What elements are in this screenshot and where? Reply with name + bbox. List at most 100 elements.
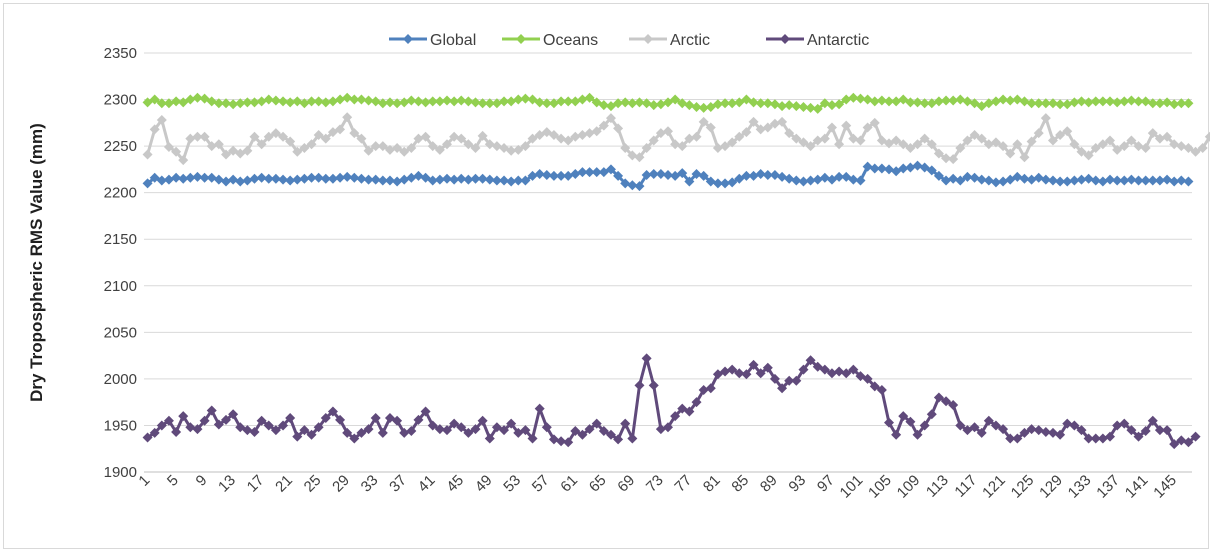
data-point: [220, 149, 231, 160]
data-point: [762, 362, 773, 373]
x-tick-label: 77: [671, 472, 695, 496]
data-point: [192, 131, 203, 142]
data-point: [613, 434, 624, 445]
data-point: [178, 155, 189, 166]
data-point: [826, 100, 837, 111]
data-point: [285, 97, 296, 108]
data-point: [185, 94, 196, 105]
x-tick-label: 117: [951, 472, 980, 501]
data-point: [199, 415, 210, 426]
data-point: [748, 170, 759, 181]
data-point: [470, 97, 481, 108]
x-tick-label: 33: [358, 472, 382, 496]
data-point: [620, 142, 631, 153]
data-point: [434, 174, 445, 185]
data-point: [406, 95, 417, 106]
data-point: [285, 175, 296, 186]
data-point: [456, 173, 467, 184]
data-point: [998, 141, 1009, 152]
data-point: [171, 172, 182, 183]
data-point: [698, 170, 709, 181]
data-point: [1040, 98, 1051, 109]
data-point: [541, 422, 552, 433]
data-point: [1169, 139, 1180, 150]
data-point: [769, 99, 780, 110]
y-tick-label: 2250: [104, 138, 137, 155]
data-point: [249, 173, 260, 184]
legend-label: Global: [430, 32, 476, 49]
data-point: [805, 355, 816, 366]
x-tick-label: 65: [586, 472, 610, 496]
data-point: [1105, 96, 1116, 107]
data-point: [563, 170, 574, 181]
data-point: [955, 420, 966, 431]
data-point: [884, 96, 895, 107]
data-point: [491, 98, 502, 109]
data-point: [905, 142, 916, 153]
data-point: [841, 368, 852, 379]
data-point: [826, 368, 837, 379]
data-point: [869, 117, 880, 128]
data-point: [1140, 142, 1151, 153]
data-point: [484, 139, 495, 150]
data-point: [605, 113, 616, 124]
data-point: [370, 96, 381, 107]
data-point: [192, 171, 203, 182]
data-point: [399, 174, 410, 185]
data-point: [456, 95, 467, 106]
x-tick-label: 133: [1065, 472, 1095, 502]
data-point: [834, 139, 845, 150]
data-point: [591, 167, 602, 178]
data-point: [342, 112, 353, 123]
data-point: [285, 136, 296, 147]
data-point: [570, 131, 581, 142]
data-point: [534, 403, 545, 414]
data-point: [156, 98, 167, 109]
data-point: [613, 98, 624, 109]
legend-label: Antarctic: [807, 32, 869, 49]
data-point: [1033, 98, 1044, 109]
data-point: [313, 422, 324, 433]
x-tick-label: 89: [757, 472, 781, 496]
legend-marker: [643, 34, 653, 44]
x-tick-label: 21: [272, 472, 296, 496]
data-point: [456, 133, 467, 144]
data-point: [1097, 96, 1108, 107]
data-point: [898, 411, 909, 422]
data-point: [663, 169, 673, 180]
data-point: [1126, 174, 1137, 185]
data-point: [1126, 425, 1137, 436]
data-point: [976, 427, 987, 438]
data-point: [199, 172, 210, 183]
data-point: [1026, 136, 1037, 147]
data-point: [449, 96, 460, 107]
y-tick-label: 2300: [104, 92, 137, 109]
data-point: [292, 431, 303, 442]
data-point: [363, 174, 374, 185]
data-point: [1105, 431, 1116, 442]
data-point: [520, 175, 531, 186]
data-point: [648, 169, 659, 180]
data-point: [235, 176, 246, 187]
data-point: [712, 178, 723, 189]
data-point: [149, 124, 160, 135]
data-point: [406, 172, 417, 183]
data-point: [1154, 133, 1165, 144]
data-point: [841, 120, 852, 131]
data-point: [548, 434, 559, 445]
data-point: [948, 399, 959, 410]
data-point: [484, 98, 495, 109]
data-point: [812, 103, 823, 114]
data-point: [648, 380, 659, 391]
data-point: [527, 170, 538, 181]
x-tick-label: 9: [193, 472, 211, 490]
x-tick-label: 129: [1036, 472, 1066, 502]
data-point: [691, 102, 702, 113]
data-point: [249, 97, 260, 108]
data-point: [1033, 425, 1044, 436]
data-point: [905, 416, 916, 427]
data-point: [627, 98, 638, 109]
data-point: [399, 427, 410, 438]
data-point: [705, 383, 716, 394]
data-point: [1055, 99, 1066, 110]
